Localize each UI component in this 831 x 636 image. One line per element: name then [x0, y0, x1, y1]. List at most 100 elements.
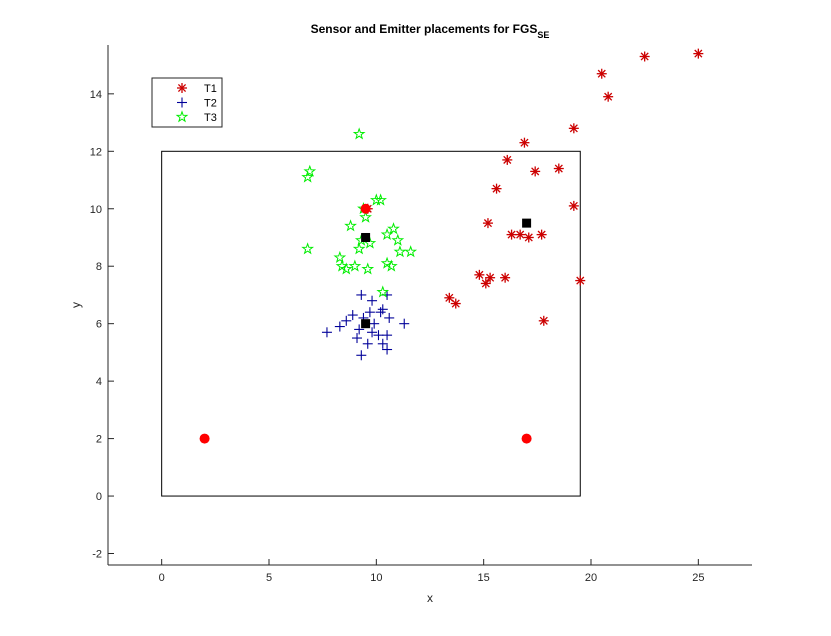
series-t3-point — [376, 285, 390, 298]
series-t3-point — [380, 227, 394, 241]
legend-label-t2: T2 — [204, 98, 217, 110]
chart-title-main: Sensor and Emitter placements for FGS — [311, 22, 538, 36]
series-t1-point — [474, 269, 485, 280]
y-tick-label: 0 — [96, 491, 102, 503]
sensor-point — [361, 319, 371, 329]
series-t2-point — [352, 333, 363, 344]
series-t2-point — [354, 324, 365, 335]
y-tick-label: 10 — [90, 204, 102, 216]
region-layer — [161, 150, 581, 497]
series-t1-point — [519, 137, 530, 148]
x-tick-label: 25 — [692, 572, 704, 584]
series-t3-point — [348, 259, 362, 272]
series-t2-point — [382, 330, 393, 341]
series-t1-point — [506, 229, 517, 240]
series-t1-point — [502, 154, 513, 165]
series-t1-point — [639, 51, 650, 62]
series-t3-point — [393, 245, 407, 258]
legend-marker-t2 — [177, 97, 187, 108]
legend-marker-t3 — [175, 110, 189, 123]
series-t3-point — [301, 242, 315, 255]
plot-area — [108, 45, 752, 565]
legend-label-t3: T3 — [204, 112, 217, 124]
series-t2-point — [399, 318, 410, 329]
x-tick-label: 5 — [266, 572, 272, 584]
chart-title: Sensor and Emitter placements for FGSSE — [311, 22, 550, 40]
series-t3-point — [352, 127, 366, 140]
series-t3-point — [344, 219, 357, 232]
series-t1-point — [536, 229, 547, 240]
series-t2-point — [367, 295, 378, 306]
emitter-point — [360, 203, 371, 214]
series-t2-point — [347, 310, 358, 321]
chart-title-subscript: SE — [537, 30, 549, 40]
series-t3-point — [339, 262, 353, 275]
series-t1-point — [538, 315, 549, 326]
series-t1-point — [482, 218, 493, 229]
x-tick-label: 20 — [585, 572, 597, 584]
series-t1-point — [485, 272, 496, 283]
series-t1-point — [444, 292, 455, 303]
y-tick-label: 2 — [96, 434, 102, 446]
emitter-point — [199, 433, 210, 444]
x-tick-label: 10 — [370, 572, 382, 584]
series-t2-point — [382, 344, 393, 355]
y-tick-label: 6 — [96, 319, 102, 331]
series-t3-point — [301, 170, 315, 183]
series-t2-point — [356, 350, 367, 361]
series-t2-point — [341, 315, 352, 326]
series-t3-point — [359, 210, 372, 223]
series-t2-point — [364, 307, 375, 318]
series-t2-point — [367, 327, 378, 338]
series-t2-point — [377, 304, 388, 315]
series-t1-point — [693, 48, 704, 59]
sensor-point — [522, 218, 532, 228]
y-tick-label: 8 — [96, 261, 102, 273]
series-t2-point — [373, 330, 384, 341]
series-t2-point — [321, 327, 332, 338]
series-t3-point — [352, 242, 366, 255]
y-tick-label: 12 — [90, 146, 102, 158]
series-t1-point — [575, 275, 586, 286]
series-t1-point — [568, 123, 579, 134]
y-tick-label: -2 — [92, 549, 102, 561]
series-t3-point — [391, 233, 405, 246]
series-t3-point — [404, 245, 418, 258]
series-t1-point — [500, 272, 511, 283]
series-t3-point — [369, 193, 383, 206]
series-t1-point — [515, 229, 526, 240]
region-rectangle — [161, 150, 581, 497]
series-t1-point — [450, 298, 461, 309]
series-t1-point — [553, 163, 564, 174]
legend: T1 T2 T3 — [151, 77, 223, 128]
legend-label-t1: T1 — [204, 83, 217, 95]
series-t1-point — [603, 91, 614, 102]
y-tick-label: 14 — [90, 89, 102, 101]
x-tick-label: 15 — [478, 572, 490, 584]
x-axis-label: x — [427, 591, 433, 605]
series-t2-point — [377, 338, 388, 349]
series-t3-point — [333, 250, 347, 264]
y-tick-label: 4 — [96, 376, 102, 388]
series-t1-point — [568, 200, 579, 211]
series-t3-point — [361, 262, 375, 275]
series-t2-point — [362, 338, 373, 349]
x-tick-label: 0 — [159, 572, 165, 584]
series-t1-point — [480, 278, 491, 289]
emitter-point — [521, 433, 532, 444]
axes-layer: 0 5 10 15 20 25 -2 0 2 4 6 8 10 12 14 — [90, 45, 752, 584]
series-t2-point — [356, 289, 367, 300]
legend-marker-t1 — [177, 83, 187, 93]
series-t1-point — [530, 166, 541, 177]
series-t3-point — [387, 222, 400, 235]
sensor-point — [361, 232, 371, 242]
series-t2-point — [384, 312, 395, 323]
y-axis-label: y — [69, 302, 83, 308]
series-t2-point — [334, 321, 345, 332]
series-t1-point — [596, 68, 607, 79]
series-t1-point — [491, 183, 502, 194]
marks-layer — [199, 48, 704, 444]
series-t2-point — [369, 318, 380, 329]
series-t3-point — [384, 259, 398, 272]
